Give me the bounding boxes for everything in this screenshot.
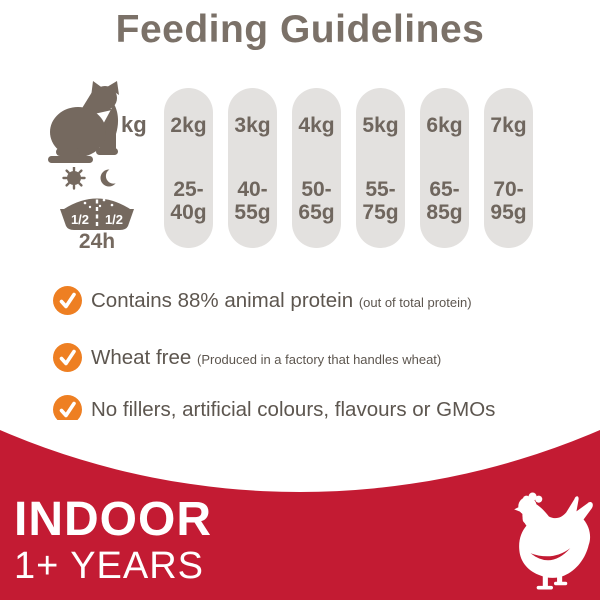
food-amount: 40- 55g (234, 178, 271, 225)
day-night-bowl-icon: 1/2 1/2 (60, 167, 134, 230)
cat-weight: 3kg (234, 114, 271, 137)
age-label: 1+ YEARS (14, 545, 205, 587)
sun-icon (62, 167, 86, 190)
feeding-column: 3kg 40- 55g (228, 88, 277, 248)
interval-label: 24h (78, 230, 116, 253)
claim-wheat-free: Wheat free (Produced in a factory that h… (53, 343, 441, 372)
claim-animal-protein: Contains 88% animal protein (out of tota… (53, 286, 472, 315)
banner-curve (0, 420, 600, 492)
food-amount: 70- 95g (490, 178, 527, 225)
food-amount: 65- 85g (426, 178, 463, 225)
portion-night-label: 1/2 (105, 212, 123, 227)
check-icon (53, 343, 82, 372)
cat-weight: 5kg (362, 114, 399, 137)
feeding-column: 5kg 55- 75g (356, 88, 405, 248)
food-amount: 25- 40g (170, 178, 207, 225)
check-icon (53, 395, 82, 424)
feeding-column: 6kg 65- 85g (420, 88, 469, 248)
food-amount: 50- 65g (298, 178, 335, 225)
food-bowl-icon: 1/2 1/2 (60, 192, 134, 230)
hen-icon (514, 492, 593, 590)
cat-weight: 6kg (426, 114, 463, 137)
claim-text: Contains 88% animal protein (out of tota… (91, 288, 472, 312)
feeding-column: 2kg 25- 40g (164, 88, 213, 248)
cat-weight: 4kg (298, 114, 335, 137)
cat-icon (48, 81, 119, 163)
feeding-column: 7kg 70- 95g (484, 88, 533, 248)
claim-text: Wheat free (Produced in a factory that h… (91, 345, 442, 369)
cat-weight: 2kg (170, 114, 207, 137)
product-line-label: INDOOR (14, 493, 212, 546)
check-icon (53, 286, 82, 315)
moon-icon (100, 168, 122, 187)
feeding-table: 2kg 25- 40g 3kg 40- 55g 4kg 50- 65g 5kg 55-… (164, 88, 533, 248)
product-banner: INDOOR 1+ YEARS (0, 420, 600, 600)
claim-text: No fillers, artificial colours, flavours… (91, 397, 496, 421)
feeding-column: 4kg 50- 65g (292, 88, 341, 248)
food-amount: 55- 75g (362, 178, 399, 225)
portion-day-label: 1/2 (71, 212, 89, 227)
weight-unit-label: kg (121, 112, 147, 137)
claim-no-fillers: No fillers, artificial colours, flavours… (53, 395, 495, 424)
cat-weight: 7kg (490, 114, 527, 137)
page-title: Feeding Guidelines (115, 8, 485, 51)
